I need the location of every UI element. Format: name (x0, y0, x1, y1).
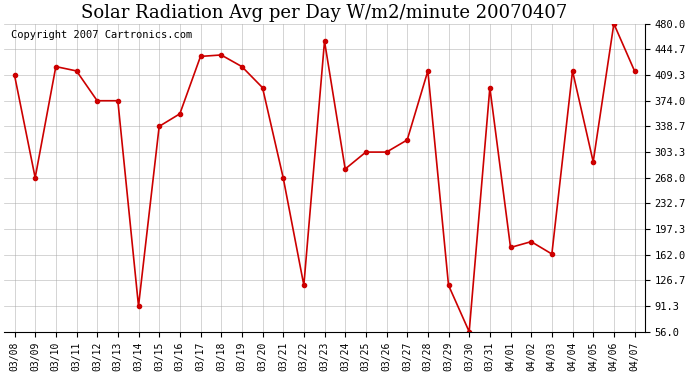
Title: Solar Radiation Avg per Day W/m2/minute 20070407: Solar Radiation Avg per Day W/m2/minute … (81, 4, 568, 22)
Text: Copyright 2007 Cartronics.com: Copyright 2007 Cartronics.com (10, 30, 192, 40)
